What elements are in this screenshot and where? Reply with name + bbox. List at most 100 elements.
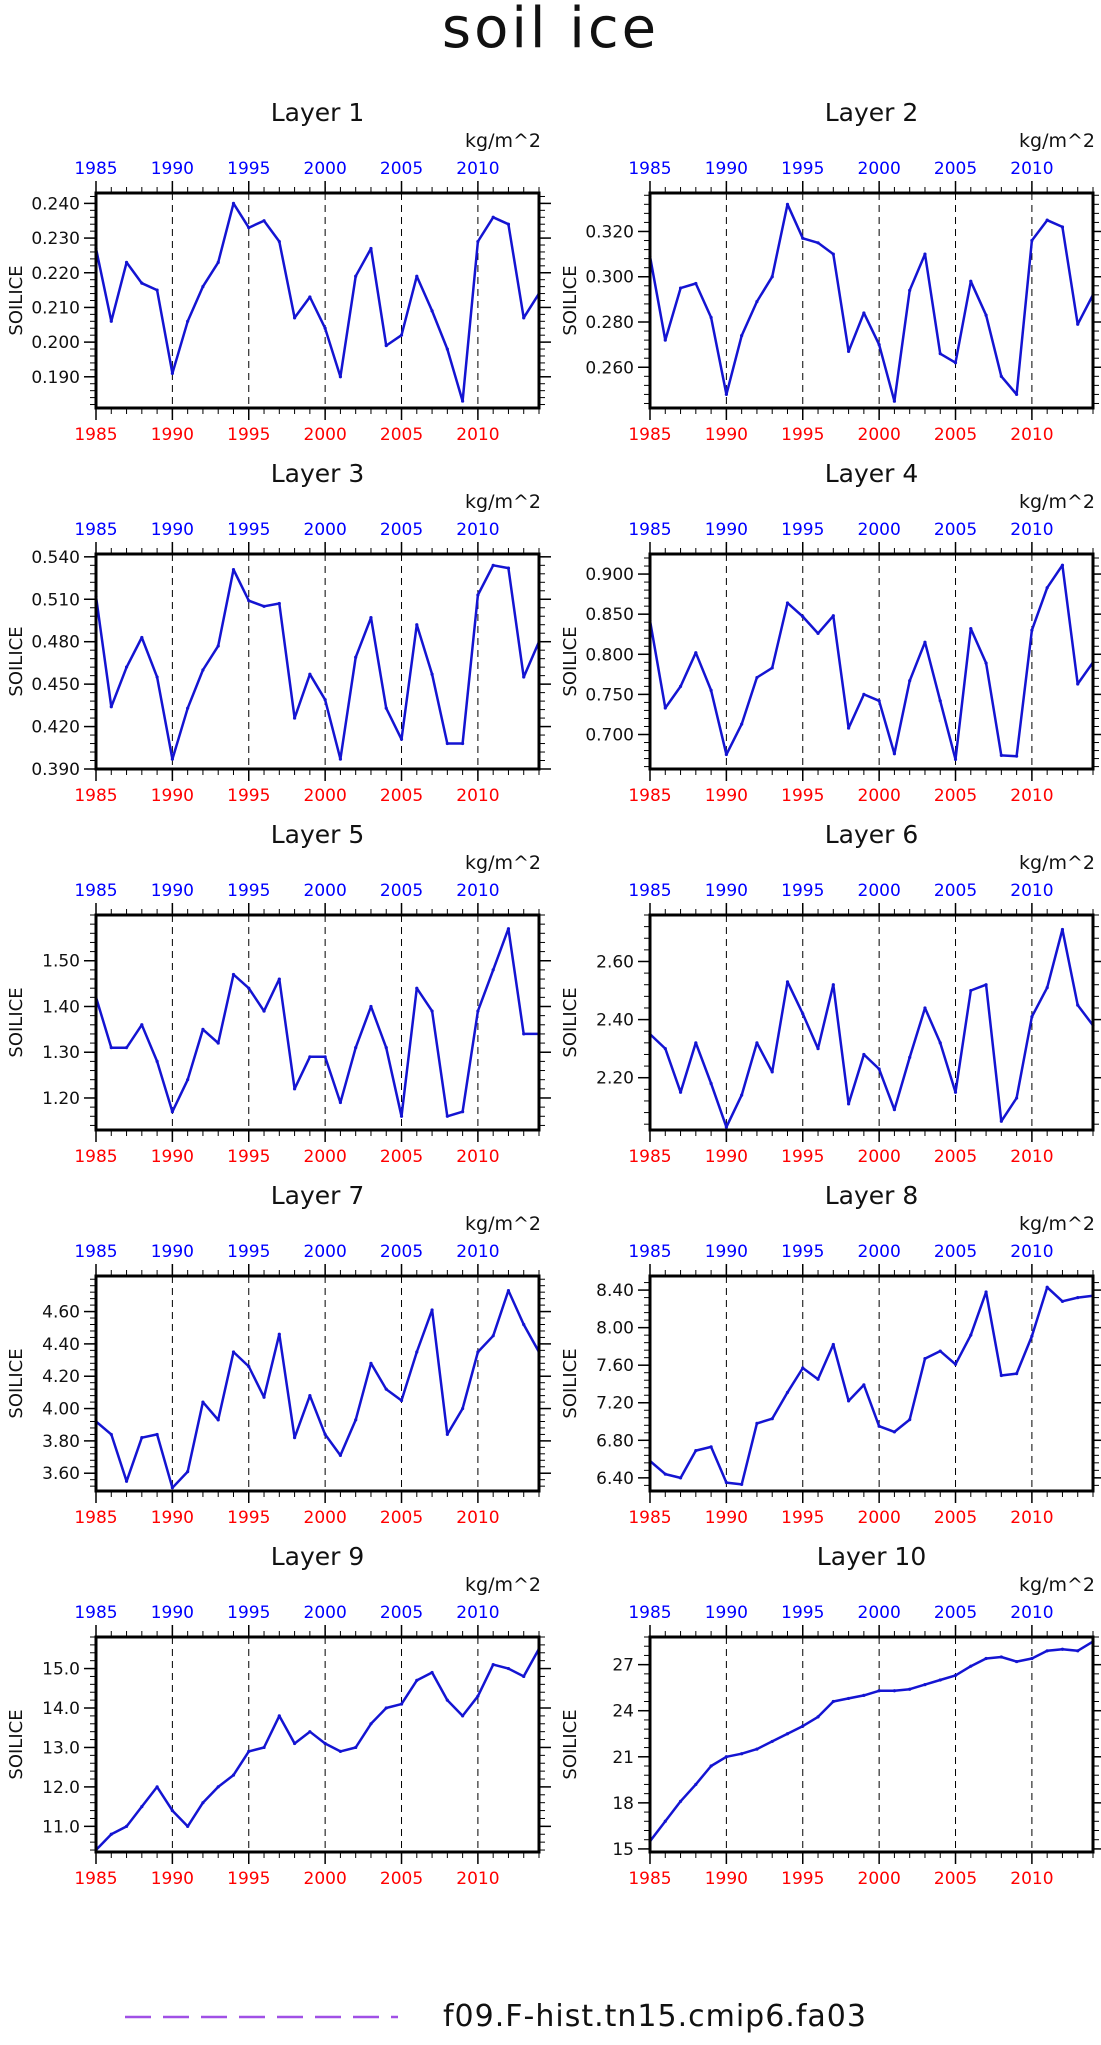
data-point (1076, 682, 1080, 686)
y-tick-label: 15.0 (42, 1660, 80, 1680)
data-point (247, 226, 251, 230)
units-label: kg/m^2 (465, 491, 541, 513)
data-point (801, 1012, 805, 1016)
y-tick-label: 0.800 (585, 645, 634, 665)
y-tick-label: 2.60 (596, 952, 634, 972)
data-point (247, 1749, 251, 1754)
data-point (308, 672, 312, 676)
x-tick-label-bottom: 2005 (380, 1147, 423, 1167)
series-line (94, 202, 541, 403)
y-axis-label: SOILICE (560, 1348, 581, 1418)
legend-label: f09.F-hist.tn15.cmip6.fa03 (443, 1999, 867, 2034)
data-point (338, 757, 343, 761)
y-tick-label: 8.40 (596, 1281, 634, 1301)
data-point (831, 1342, 835, 1347)
data-point (262, 1009, 266, 1013)
data-point (862, 1383, 866, 1387)
data-point (338, 375, 343, 379)
data-point (308, 1730, 312, 1734)
data-point (1030, 1334, 1034, 1338)
data-point (740, 1093, 744, 1097)
data-point (262, 1745, 266, 1750)
data-point (999, 753, 1003, 757)
x-tick-label-top: 1985 (74, 1603, 117, 1623)
data-point (338, 1453, 343, 1458)
x-tick-label-top: 2010 (1010, 1242, 1053, 1262)
x-tick-label-bottom: 1990 (151, 1147, 194, 1167)
data-point (399, 1702, 404, 1706)
data-point (461, 741, 465, 746)
x-tick-label-top: 1985 (628, 1603, 671, 1623)
data-point (415, 623, 419, 627)
data-point (969, 279, 973, 283)
chart-title: Layer 6 (825, 820, 919, 849)
data-point (938, 1678, 942, 1682)
data-point (694, 1041, 698, 1045)
data-point (1030, 1015, 1034, 1019)
data-point (770, 275, 774, 279)
x-tick-label-top: 2010 (1010, 520, 1053, 540)
x-tick-label-bottom: 1985 (628, 425, 671, 445)
data-point (186, 706, 190, 710)
x-tick-label-top: 2000 (304, 1242, 347, 1262)
data-point (709, 688, 713, 692)
x-tick-label-bottom: 2010 (1010, 425, 1053, 445)
data-point (170, 371, 174, 375)
chart-panel-1: Layer 1 kg/m^2 SOILICE 1985 1985 1990 1990 1995… (6, 98, 551, 445)
y-tick-label: 7.60 (596, 1356, 634, 1376)
x-tick-label-bottom: 2000 (858, 1508, 901, 1528)
series-line (94, 564, 541, 761)
y-tick-label: 4.40 (42, 1335, 80, 1355)
data-point (785, 1390, 790, 1395)
y-tick-label: 0.750 (585, 685, 634, 705)
y-tick-label: 1.30 (42, 1043, 80, 1063)
data-point (308, 1394, 312, 1398)
data-point (953, 757, 958, 761)
x-tick-label-top: 2010 (456, 881, 499, 901)
units-label: kg/m^2 (465, 1213, 541, 1235)
x-tick-label-top: 1990 (705, 1603, 748, 1623)
y-axis-label: SOILICE (560, 1709, 581, 1779)
data-point (354, 274, 358, 278)
chart-grid: Layer 1 kg/m^2 SOILICE 1985 1985 1990 1990 1995… (6, 98, 1101, 1889)
x-tick-label-bottom: 2005 (380, 1869, 423, 1889)
data-point (785, 601, 790, 605)
data-point (124, 1824, 129, 1828)
data-point (1045, 1285, 1049, 1289)
data-point (1076, 1003, 1080, 1007)
data-point (461, 1406, 465, 1411)
x-tick-label-bottom: 1985 (628, 1147, 671, 1167)
data-point (801, 614, 805, 619)
data-point (354, 1418, 358, 1422)
data-point (124, 1479, 129, 1483)
x-tick-label-top: 1985 (74, 159, 117, 179)
x-tick-label-bottom: 2000 (304, 786, 347, 806)
x-tick-label-bottom: 1985 (74, 1508, 117, 1528)
series-line (95, 1648, 541, 1851)
data-point (522, 675, 526, 679)
x-tick-label-top: 1985 (74, 520, 117, 540)
data-point (277, 977, 281, 981)
x-tick-label-bottom: 2005 (934, 1508, 977, 1528)
data-point (953, 1673, 958, 1677)
data-point (953, 361, 958, 365)
data-point (908, 1687, 912, 1691)
y-tick-label: 1.50 (42, 952, 80, 972)
data-point (908, 1055, 912, 1059)
data-point (923, 1006, 927, 1010)
data-point (801, 1366, 805, 1370)
x-tick-label-bottom: 1995 (781, 425, 824, 445)
x-tick-label-bottom: 1990 (151, 1508, 194, 1528)
data-point (663, 706, 667, 710)
data-point (938, 1349, 942, 1353)
series-line (649, 1286, 1094, 1486)
plot-frame (94, 1274, 541, 1493)
x-tick-label-bottom: 1990 (151, 786, 194, 806)
x-tick-label-bottom: 2010 (1010, 1508, 1053, 1528)
data-point (1060, 563, 1065, 567)
y-tick-label: 0.210 (31, 298, 80, 318)
data-point (1015, 754, 1019, 758)
data-point (461, 1110, 465, 1114)
data-point (678, 286, 683, 290)
data-point (445, 1698, 449, 1702)
